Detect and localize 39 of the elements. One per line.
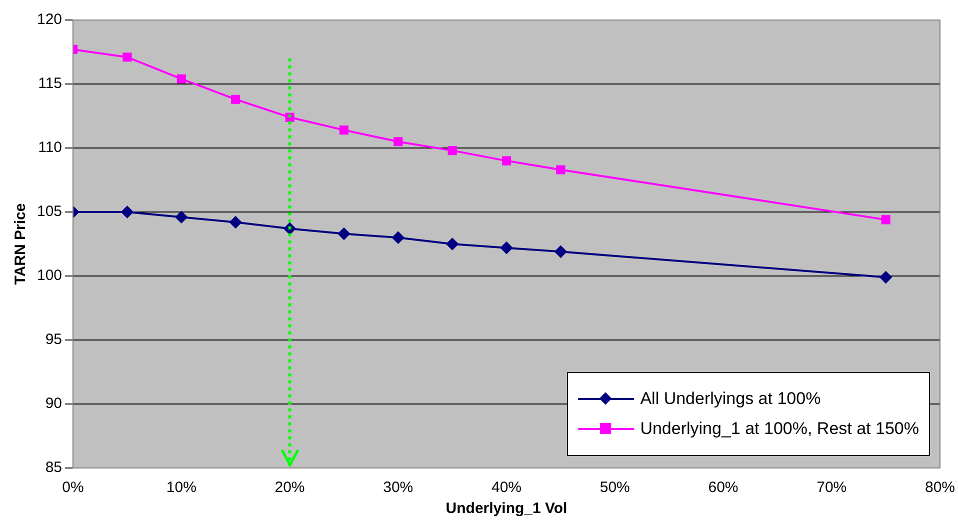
point [881,215,890,224]
x-tick-label: 20% [274,479,305,496]
x-tick-label: 70% [816,479,847,496]
y-tick-label: 115 [38,75,62,92]
point [500,242,513,254]
y-tick-label: 90 [45,395,62,412]
point [556,165,566,174]
x-axis-title: Underlying_1 Vol [446,500,568,518]
legend-label: Underlying_1 at 100%, Rest at 150% [640,419,919,439]
point [338,228,350,240]
point [230,216,242,228]
x-tick-label: 0% [62,479,84,496]
point [880,271,892,284]
y-tick-label: 120 [36,11,62,28]
point [121,206,134,218]
point [122,52,132,62]
y-tick-label: 100 [36,267,62,284]
point [448,146,457,156]
y-tick-label: 85 [45,459,62,476]
x-tick-label: 10% [166,479,196,496]
y-tick-label: 95 [45,331,62,348]
legend-label: All Underlyings at 100% [640,389,821,409]
point [175,211,188,224]
point [392,232,404,244]
point [554,246,567,258]
y-tick-label: 105 [36,203,62,220]
point [502,156,512,166]
point [176,74,186,84]
point [394,137,403,146]
point [231,94,240,104]
x-tick-label: 40% [491,479,522,496]
y-axis-title: TARN Price [12,203,30,285]
point [446,238,458,250]
y-tick-label: 110 [38,139,62,156]
x-tick-label: 80% [924,479,956,496]
x-tick-label: 30% [383,479,414,496]
point [339,126,348,135]
x-tick-label: 60% [708,479,738,496]
x-tick-label: 50% [600,479,630,496]
